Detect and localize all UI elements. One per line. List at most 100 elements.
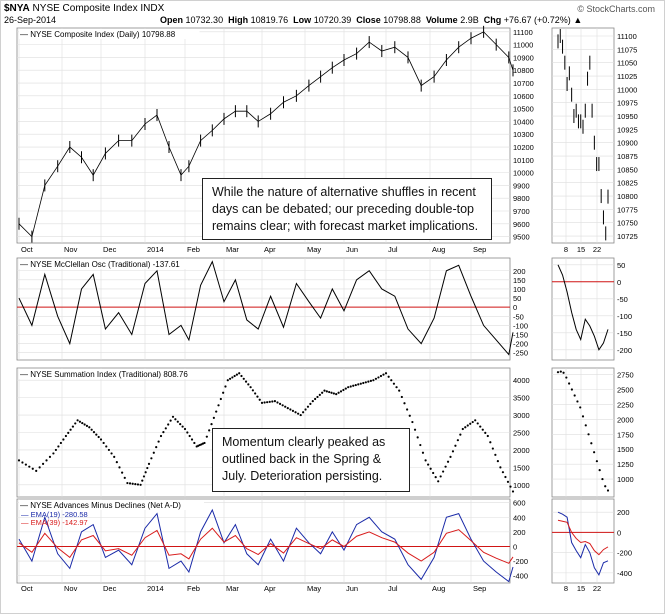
side-y-tick-label: 10900 xyxy=(617,139,638,148)
summation-dot xyxy=(235,373,239,376)
side-y-tick-label: 11000 xyxy=(617,85,637,94)
side-summation-dot xyxy=(576,400,579,403)
summation-dot xyxy=(31,467,34,470)
summation-dot xyxy=(449,455,452,459)
summation-dot xyxy=(489,441,492,444)
summation-dot xyxy=(81,421,84,425)
summation-dot xyxy=(74,422,77,425)
side-y-tick-label: -400 xyxy=(617,569,632,578)
summation-dot xyxy=(434,476,437,479)
x-axis-label: May xyxy=(307,584,321,593)
y-tick-label: 600 xyxy=(513,499,526,508)
summation-dot xyxy=(362,381,365,385)
y-tick-label: 10900 xyxy=(513,53,534,62)
summation-dot xyxy=(306,405,310,408)
side-y-tick-label: 10825 xyxy=(617,179,638,188)
summation-dot xyxy=(432,471,435,475)
side-y-tick-label: -150 xyxy=(617,329,632,338)
summation-dot xyxy=(411,420,414,424)
panel-title-bg xyxy=(19,29,200,39)
summation-dot xyxy=(273,400,276,403)
y-tick-label: 10200 xyxy=(513,143,534,152)
note-momentum: Momentum clearly peaked as outlined back… xyxy=(212,428,410,492)
side-x-axis-label: 8 xyxy=(564,584,568,593)
summation-dot xyxy=(289,408,292,411)
summation-dot xyxy=(212,416,215,419)
x-axis-label: Feb xyxy=(187,584,200,593)
x-axis-label: Jun xyxy=(346,245,358,254)
y-tick-label: 3000 xyxy=(513,411,530,420)
y-tick-label: -150 xyxy=(513,331,528,340)
summation-dot xyxy=(83,423,86,426)
side-x-axis-label: 15 xyxy=(577,584,585,593)
summation-dot xyxy=(469,422,472,425)
y-tick-label: -200 xyxy=(513,340,528,349)
summation-dot xyxy=(205,435,208,438)
y-tick-label: -50 xyxy=(513,312,524,321)
symbol-line: $NYA NYSE Composite Index INDX xyxy=(4,3,164,14)
summation-dot xyxy=(123,476,126,479)
summation-dot xyxy=(427,463,430,466)
summation-dot xyxy=(474,419,477,422)
side-summation-dot xyxy=(581,415,585,418)
date-label: 26-Sep-2014 xyxy=(4,15,57,25)
summation-dot xyxy=(121,471,124,474)
summation-dot xyxy=(256,395,259,398)
summation-dot xyxy=(284,405,287,408)
summation-dot xyxy=(461,427,464,431)
summation-dot xyxy=(17,459,21,462)
side-summation-dot xyxy=(604,485,607,488)
summation-dot xyxy=(464,426,467,429)
side-summation-dot xyxy=(590,442,593,445)
side-y-tick-label: 1250 xyxy=(617,460,634,469)
note-top: While the nature of alternative shuffles… xyxy=(202,178,492,240)
y-tick-label: 200 xyxy=(513,528,526,537)
summation-dot xyxy=(276,401,279,404)
summation-dot xyxy=(266,401,269,404)
summation-dot xyxy=(344,387,347,390)
y-tick-label: 9500 xyxy=(513,233,530,242)
summation-dot xyxy=(238,372,241,375)
summation-dot xyxy=(242,377,245,380)
summation-dot xyxy=(176,420,179,423)
summation-dot xyxy=(167,423,170,426)
summation-dot xyxy=(186,431,189,434)
summation-dot xyxy=(359,382,362,385)
side-ad-series-line xyxy=(557,511,609,577)
summation-dot xyxy=(249,386,252,389)
summation-dot xyxy=(164,427,167,430)
panel-title-bg xyxy=(19,500,204,510)
summation-dot xyxy=(139,483,142,486)
y-tick-label: 10100 xyxy=(513,156,534,165)
summation-dot xyxy=(88,426,91,429)
side-y-tick-label: 50 xyxy=(617,261,625,270)
side-y-tick-label: 10975 xyxy=(617,99,638,108)
side-y-tick-label: 10750 xyxy=(617,219,638,228)
summation-dot xyxy=(347,386,350,389)
side-summation-dot xyxy=(593,451,596,454)
side-y-tick-label: 11075 xyxy=(617,45,637,54)
x-axis-label: Nov xyxy=(64,584,78,593)
y-tick-label: 10300 xyxy=(513,130,534,139)
summation-dot xyxy=(146,466,149,470)
summation-dot xyxy=(162,431,165,434)
x-axis-label: Aug xyxy=(432,245,445,254)
y-tick-label: 9600 xyxy=(513,220,530,229)
summation-dot xyxy=(54,448,58,452)
y-tick-label: 0 xyxy=(513,542,517,551)
side-summation-dot xyxy=(601,477,604,481)
summation-dot xyxy=(382,373,385,376)
summation-dot xyxy=(76,419,79,422)
summation-dot xyxy=(118,466,121,469)
summation-dot xyxy=(471,420,474,424)
side-y-tick-label: 11025 xyxy=(617,72,637,81)
y-tick-label: 0 xyxy=(513,303,517,312)
summation-dot xyxy=(281,404,284,407)
side-x-axis-label: 8 xyxy=(564,245,568,254)
summation-dot xyxy=(78,420,82,423)
side-y-tick-label: 11100 xyxy=(617,32,637,41)
summation-dot xyxy=(222,391,225,394)
panel-title-bg xyxy=(19,369,218,379)
summation-dot xyxy=(314,397,317,401)
y-tick-label: 11100 xyxy=(513,28,533,37)
